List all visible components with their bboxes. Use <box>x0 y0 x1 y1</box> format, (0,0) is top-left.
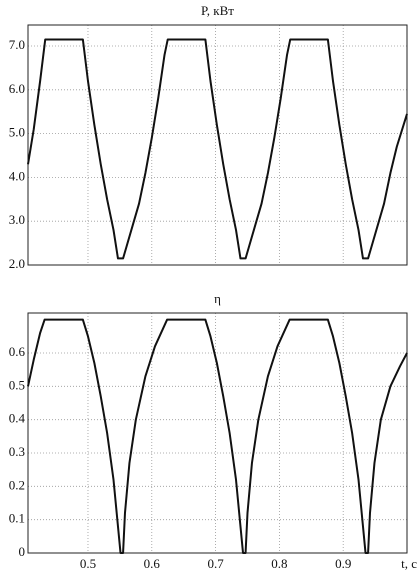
y-tick-label: 0.5 <box>9 377 25 392</box>
x-tick-label: 0.7 <box>207 556 224 571</box>
y-tick-label: 0.3 <box>9 444 25 459</box>
data-line <box>27 38 408 260</box>
plot-frame <box>27 24 408 266</box>
x-axis-label: t, c <box>401 556 417 571</box>
y-tick-label: 7.0 <box>9 37 25 52</box>
y-tick-label: 6.0 <box>9 81 25 96</box>
y-tick-label: 4.0 <box>9 168 25 183</box>
x-tick-label: 0.5 <box>80 556 96 571</box>
y-tick-label: 0.1 <box>9 511 25 526</box>
x-tick-label: 0.9 <box>335 556 351 571</box>
y-tick-label: 5.0 <box>9 125 25 140</box>
y-tick-label: 0.6 <box>9 344 26 359</box>
plot-frame <box>27 312 408 554</box>
x-tick-label: 0.8 <box>271 556 287 571</box>
y-tick-label: 0 <box>19 544 26 559</box>
x-tick-label: 0.6 <box>144 556 161 571</box>
y-tick-label: 0.4 <box>9 411 26 426</box>
data-line <box>27 318 408 554</box>
y-tick-label: 3.0 <box>9 212 25 227</box>
y-tick-label: 0.2 <box>9 477 25 492</box>
y-tick-label: 2.0 <box>9 256 25 271</box>
chart-title: η <box>214 291 221 306</box>
chart-title: P, кВт <box>201 3 234 18</box>
